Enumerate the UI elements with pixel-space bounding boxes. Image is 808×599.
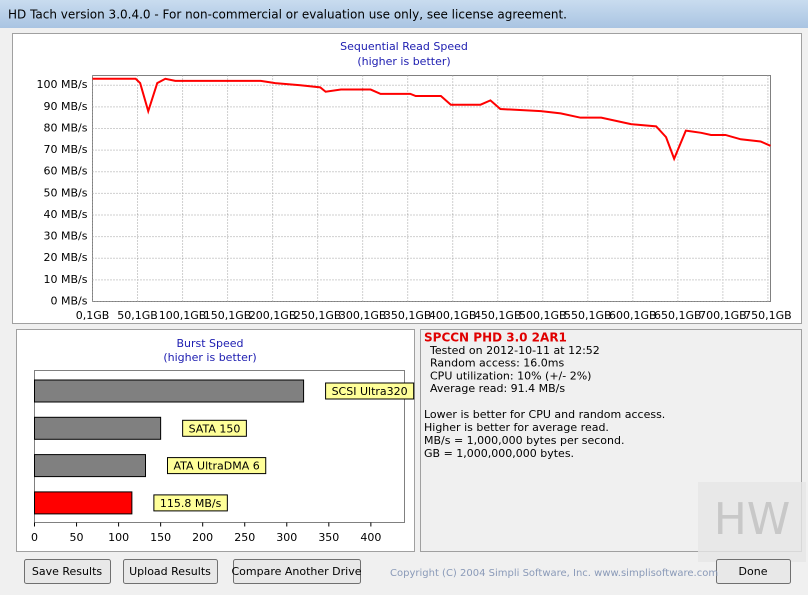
read-line — [92, 77, 771, 162]
x-tick-label: 300 — [276, 531, 297, 544]
x-tick-label: 50,1GB — [117, 309, 158, 322]
y-tick-label: 90 MB/s — [44, 100, 88, 113]
bar-label: ATA UltraDMA 6 — [174, 460, 260, 473]
y-tick-label: 100 MB/s — [37, 78, 88, 91]
bar-label: SATA 150 — [189, 422, 241, 435]
x-tick-label: 0 — [31, 531, 38, 544]
button-label[interactable]: Compare Another Drive — [231, 565, 361, 578]
result-line: Average read: 91.4 MB/s — [430, 382, 565, 395]
x-tick-label: 200 — [192, 531, 213, 544]
x-tick-label: 700,1GB — [699, 309, 747, 322]
button[interactable] — [233, 559, 361, 584]
x-tick-label: 550,1GB — [564, 309, 612, 322]
y-tick-label: 60 MB/s — [44, 165, 88, 178]
button-label[interactable]: Upload Results — [129, 565, 211, 578]
x-tick-label: 500,1GB — [519, 309, 567, 322]
watermark — [698, 482, 806, 562]
bar — [34, 379, 305, 403]
result-line: Tested on 2012-10-11 at 12:52 — [429, 344, 600, 357]
watermark-logo: HW — [714, 494, 791, 545]
note-line: GB = 1,000,000,000 bytes. — [424, 447, 574, 460]
note-line: Higher is better for average read. — [424, 421, 609, 434]
x-tick-label: 450,1GB — [474, 309, 522, 322]
chart-subtitle: (higher is better) — [357, 55, 450, 68]
x-tick-label: 100,1GB — [159, 309, 207, 322]
x-tick-label: 100 — [108, 531, 129, 544]
label-box — [182, 419, 247, 437]
bar — [34, 454, 146, 478]
x-tick-label: 400 — [360, 531, 381, 544]
x-tick-label: 150,1GB — [204, 309, 252, 322]
button-label[interactable]: Done — [739, 565, 768, 578]
x-tick-label: 150 — [150, 531, 171, 544]
x-tick-label: 400,1GB — [429, 309, 477, 322]
copyright: Copyright (C) 2004 Simpli Software, Inc.… — [390, 568, 718, 579]
chart-title: Burst Speed — [176, 337, 243, 350]
drive-name: SPCCN PHD 3.0 2AR1 — [424, 331, 567, 345]
x-tick-label: 350 — [318, 531, 339, 544]
chart-title: Sequential Read Speed — [340, 40, 468, 53]
bar — [34, 491, 133, 515]
button-label[interactable]: Save Results — [32, 565, 102, 578]
bar — [34, 416, 162, 440]
note-line: Lower is better for CPU and random acces… — [424, 408, 665, 421]
x-tick-label: 250,1GB — [294, 309, 342, 322]
label-box — [167, 457, 267, 475]
x-tick-label: 750,1GB — [744, 309, 792, 322]
label-box — [153, 494, 228, 512]
y-tick-label: 0 MB/s — [51, 295, 88, 308]
y-tick-label: 40 MB/s — [44, 208, 88, 221]
y-tick-label: 80 MB/s — [44, 121, 88, 134]
x-tick-label: 300,1GB — [339, 309, 387, 322]
x-tick-label: 650,1GB — [654, 309, 702, 322]
plot-area — [92, 75, 771, 302]
button[interactable] — [123, 559, 218, 584]
window-title: HD Tach version 3.0.4.0 - For non-commer… — [8, 8, 567, 22]
label-box — [325, 382, 415, 400]
note-line: MB/s = 1,000,000 bytes per second. — [424, 434, 624, 447]
x-tick-label: 350,1GB — [384, 309, 432, 322]
x-tick-label: 0,1GB — [76, 309, 110, 322]
button[interactable] — [24, 559, 111, 584]
x-tick-label: 250 — [234, 531, 255, 544]
result-line: CPU utilization: 10% (+/- 2%) — [430, 369, 591, 382]
y-tick-label: 30 MB/s — [44, 230, 88, 243]
y-tick-label: 50 MB/s — [44, 186, 88, 199]
button[interactable] — [716, 559, 791, 584]
y-tick-label: 20 MB/s — [44, 251, 88, 264]
chart-subtitle: (higher is better) — [163, 351, 256, 364]
bar-label: 115.8 MB/s — [160, 497, 222, 510]
y-tick-label: 10 MB/s — [44, 273, 88, 286]
result-line: Random access: 16.0ms — [430, 357, 565, 370]
x-tick-label: 200,1GB — [249, 309, 297, 322]
x-tick-label: 50 — [70, 531, 84, 544]
x-tick-label: 600,1GB — [609, 309, 657, 322]
y-tick-label: 70 MB/s — [44, 143, 88, 156]
bar-label: SCSI Ultra320 — [332, 385, 408, 398]
title-bar — [0, 0, 808, 28]
